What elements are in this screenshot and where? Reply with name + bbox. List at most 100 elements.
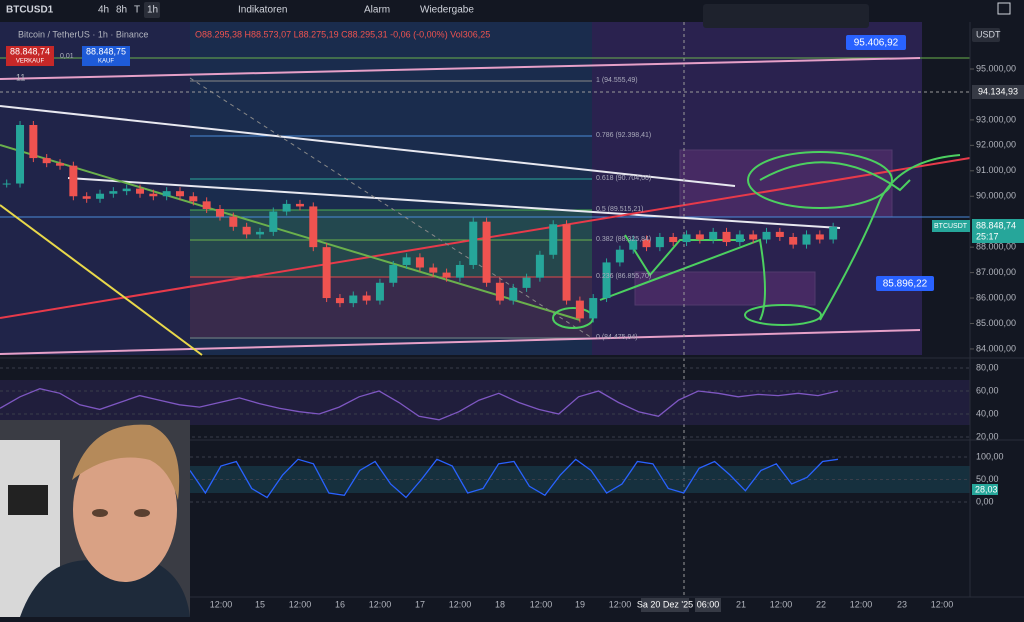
candle [655, 236, 664, 248]
symbol-tag [932, 220, 970, 232]
candle [136, 188, 144, 194]
candle [122, 188, 131, 192]
callout-text: 95.406,92 [854, 38, 899, 49]
time-label: 12:00 [609, 599, 632, 609]
candle [229, 216, 238, 227]
shelf-item [8, 485, 48, 515]
sell-price: 88.848,74 [10, 46, 50, 56]
time-label: 12:00 [931, 599, 954, 609]
candle [762, 231, 771, 240]
interval[interactable]: 8h [116, 5, 127, 16]
window-button[interactable] [997, 2, 1011, 15]
candle [549, 224, 558, 255]
zone [190, 22, 592, 355]
replay-button[interactable]: Wiedergabe [420, 5, 474, 16]
time-label: 18 [495, 599, 505, 609]
alarm-button[interactable]: Alarm [364, 5, 390, 16]
candle [335, 298, 344, 304]
indicators-button[interactable]: Indikatoren [238, 5, 287, 16]
candle [802, 234, 811, 245]
time-highlight [641, 598, 689, 612]
trendline [0, 105, 736, 187]
candle [722, 231, 731, 243]
drawing-ellipse [747, 151, 893, 209]
candle [669, 236, 678, 243]
price-tick-label: 87.000,00 [976, 267, 1016, 277]
candle [2, 183, 11, 185]
zone [592, 22, 922, 355]
candle [442, 272, 451, 278]
time-label: 12:00 [369, 599, 392, 609]
eye [134, 509, 150, 517]
rsi-line [0, 388, 839, 421]
candle [602, 262, 611, 299]
countdown: 25:17 [976, 231, 999, 241]
candle [202, 201, 211, 209]
time-label: 06:00 [697, 599, 720, 609]
time-label: 12:00 [770, 599, 793, 609]
candle [362, 295, 371, 301]
box [634, 271, 816, 306]
interval[interactable]: 4h [98, 5, 109, 16]
price-tick-label: 84.000,00 [976, 343, 1016, 353]
buy-price: 88.848,75 [86, 46, 126, 56]
candle [789, 236, 798, 245]
webcam [0, 420, 190, 617]
fib-label: 0.382 (88.325,84) [596, 236, 651, 243]
candle [82, 196, 91, 199]
symbol[interactable]: BTCUSD1 [6, 5, 54, 16]
fib-label: 0.236 (86.855,70) [596, 273, 651, 280]
candle [415, 257, 424, 268]
stoch-tick-label: 100,00 [976, 451, 1004, 461]
candle [575, 300, 584, 319]
candle [455, 264, 464, 278]
candle [149, 193, 158, 197]
candle [282, 203, 291, 212]
last-price: 88.848,74 [976, 220, 1016, 230]
currency-box[interactable] [972, 28, 1000, 42]
time-label: 17 [415, 599, 425, 609]
buy-button[interactable] [82, 46, 130, 66]
candle [309, 206, 318, 248]
candles [2, 120, 838, 323]
currency[interactable]: USDT [976, 29, 1001, 39]
fib-label: 0.786 (92.398,41) [596, 132, 651, 139]
drawing [552, 151, 961, 329]
price-tick-label: 86.000,00 [976, 292, 1016, 302]
time-label: 21 [736, 599, 746, 609]
candle [509, 287, 518, 301]
interval[interactable]: 1h [147, 5, 158, 16]
price-tick-label: 91.000,00 [976, 165, 1016, 175]
interval-active [144, 2, 160, 18]
legend-ohlc: O88.295,38 H88.573,07 L88.275,19 C88.295… [195, 29, 490, 39]
fib-label: 0 (84.475,94) [596, 334, 638, 341]
candle [175, 191, 184, 197]
rsi-tick-label: 80,00 [976, 362, 999, 372]
time-label: 16 [335, 599, 345, 609]
eye [92, 509, 108, 517]
candle [429, 267, 438, 273]
candle [189, 196, 198, 202]
candle [69, 165, 78, 197]
candle [389, 264, 398, 283]
price-tick-label: 95.000,00 [976, 63, 1016, 73]
interval[interactable]: T [134, 5, 140, 16]
rsi-band [0, 380, 970, 425]
candle [589, 298, 598, 319]
candle [269, 211, 278, 232]
candle [162, 191, 171, 197]
candle [322, 247, 331, 299]
sell-button[interactable] [6, 46, 54, 66]
candle [629, 239, 638, 250]
time-highlight [695, 598, 721, 612]
toolbar: BTCUSD1 4h 8h T 1h Indikatoren Alarm Wie… [0, 0, 1024, 28]
candle [642, 239, 651, 248]
time-label: 12:00 [850, 599, 873, 609]
collapse-count[interactable]: 11 [16, 72, 25, 82]
price-tick-label: 85.000,00 [976, 318, 1016, 328]
crosshair-price: 94.134,93 [978, 86, 1018, 96]
price-tick-label: 92.000,00 [976, 140, 1016, 150]
last-price-box [972, 219, 1024, 243]
crosshair-label [972, 85, 1024, 99]
legend-title: Bitcoin / TetherUS · 1h · Binance [18, 29, 148, 39]
